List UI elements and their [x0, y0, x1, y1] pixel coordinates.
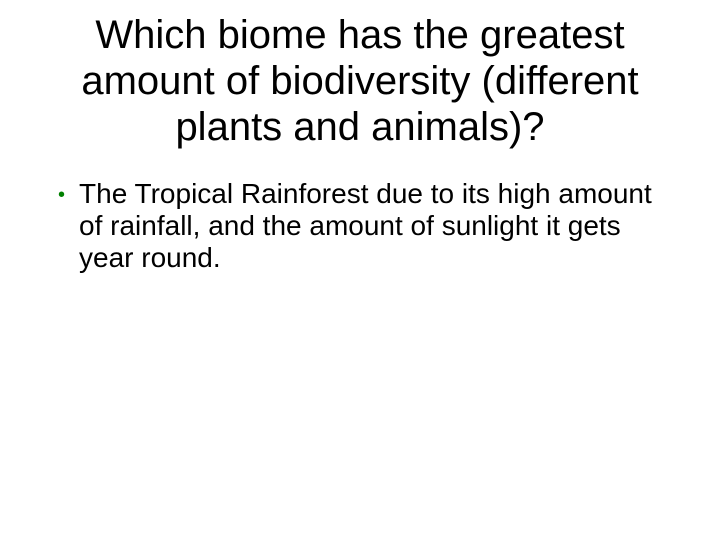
bullet-marker-icon: • — [58, 184, 65, 207]
bullet-item: • The Tropical Rainforest due to its hig… — [58, 178, 680, 275]
slide-content: • The Tropical Rainforest due to its hig… — [40, 178, 680, 275]
slide-title: Which biome has the greatest amount of b… — [40, 12, 680, 150]
slide-container: Which biome has the greatest amount of b… — [0, 0, 720, 540]
bullet-text: The Tropical Rainforest due to its high … — [79, 178, 680, 275]
